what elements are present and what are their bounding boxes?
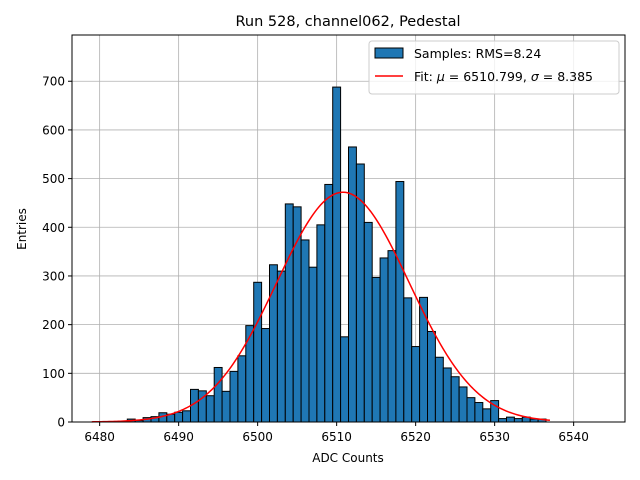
histogram-bar: [292, 206, 302, 423]
legend: Samples: RMS=8.24 Fit: μ = 6510.799, σ =…: [368, 40, 620, 95]
histogram-bar: [387, 250, 397, 423]
histogram-bar: [395, 181, 405, 423]
histogram-bar: [284, 203, 294, 423]
histogram-bar: [419, 296, 429, 423]
histogram-bar: [474, 402, 484, 423]
y-axis-label: Entries: [15, 208, 29, 250]
histogram-bar: [182, 410, 192, 423]
histogram-bar: [434, 356, 444, 423]
histogram-bar: [205, 395, 215, 423]
histogram-bar: [276, 270, 286, 423]
histogram-bar: [379, 257, 389, 423]
histogram-bar: [324, 183, 334, 423]
legend-fit-mu-value: 6510.799: [463, 69, 523, 84]
histogram-bar: [316, 224, 326, 423]
x-tick-label: 6490: [163, 430, 194, 444]
x-axis-label: ADC Counts: [312, 451, 384, 465]
x-tick-label: 6510: [321, 430, 352, 444]
x-tick-label: 6520: [400, 430, 431, 444]
x-tick-label: 6480: [84, 430, 115, 444]
y-axis-ticks: 0 100 200 300 400 500 600 700: [42, 75, 72, 430]
x-tick-label: 6530: [479, 430, 510, 444]
y-tick-label: 600: [42, 123, 65, 137]
plot-frame: [71, 34, 626, 423]
histogram-bar: [482, 408, 492, 423]
legend-fit-sigma-value: 8.385: [557, 69, 593, 84]
histogram-bar: [513, 418, 523, 423]
y-tick-label: 100: [42, 367, 65, 381]
histogram-bar: [403, 297, 413, 423]
y-tick-label: 400: [42, 221, 65, 235]
y-tick-label: 300: [42, 269, 65, 283]
histogram-bar: [498, 418, 508, 423]
histogram-bar: [411, 346, 421, 423]
legend-fit-sigma-symbol: σ: [531, 69, 540, 84]
histogram-bar: [300, 239, 310, 423]
x-tick-label: 6540: [558, 430, 589, 444]
histogram-bar: [450, 376, 460, 423]
y-tick-label: 200: [42, 318, 65, 332]
histogram-bar: [506, 416, 515, 423]
x-tick-label: 6500: [242, 430, 273, 444]
y-tick-label: 500: [42, 172, 65, 186]
histogram-bar: [213, 366, 223, 423]
histogram-bar: [174, 411, 184, 423]
legend-fit-mu-equals: =: [445, 69, 463, 84]
histogram-bar: [466, 397, 476, 423]
chart-title: Run 528, channel062, Pedestal: [235, 14, 460, 30]
gaussian-fit-curve: [91, 191, 551, 423]
histogram-bar: [253, 281, 263, 423]
histogram-bar: [340, 336, 350, 423]
legend-box: [368, 40, 620, 95]
legend-fit-label: Fit: μ = 6510.799, σ = 8.385: [414, 69, 593, 84]
legend-fit-separator: ,: [523, 69, 531, 84]
histogram-bar: [237, 355, 247, 423]
legend-fit-mu-symbol: μ: [436, 69, 445, 84]
histogram-bar: [221, 390, 231, 423]
histogram-bar: [348, 146, 357, 423]
y-tick-label: 700: [42, 75, 65, 89]
histogram-bar: [261, 328, 271, 423]
histogram-bar: [371, 276, 381, 423]
x-axis-ticks: 6480 6490 6500 6510 6520 6530 6540: [84, 422, 589, 444]
legend-samples-label: Samples: RMS=8.24: [414, 46, 541, 61]
legend-samples-swatch: [374, 47, 404, 59]
histogram-bar: [363, 221, 373, 423]
y-tick-label: 0: [57, 416, 65, 430]
legend-fit-prefix: Fit:: [414, 69, 437, 84]
histogram-bar: [427, 330, 436, 423]
histogram-bar: [308, 266, 318, 423]
histogram-bar: [332, 86, 342, 423]
legend-fit-sigma-equals: =: [539, 69, 557, 84]
histogram-bar: [458, 386, 468, 423]
histogram-bar: [442, 367, 452, 423]
histogram-bar: [229, 370, 239, 423]
